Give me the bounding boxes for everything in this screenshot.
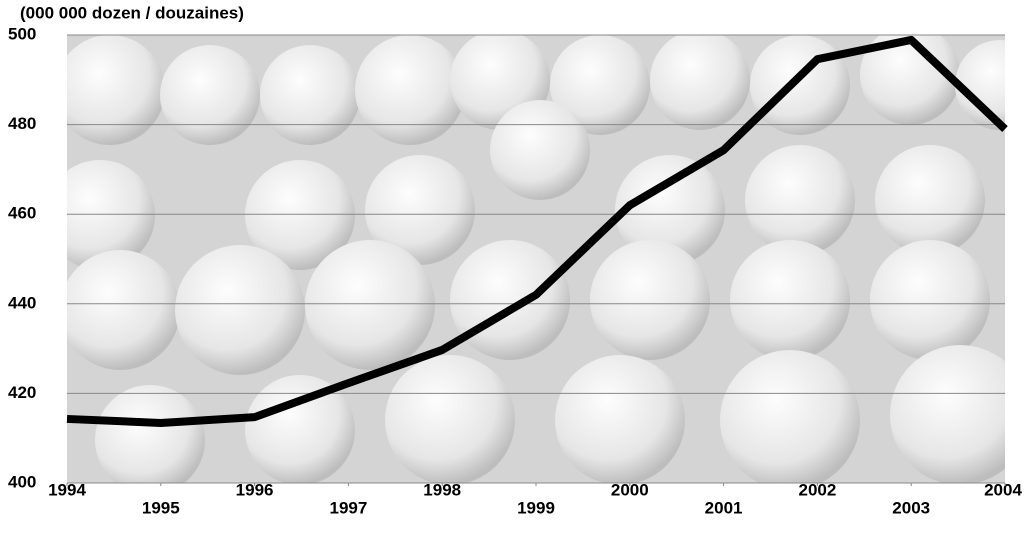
y-tick-label: 500: [8, 24, 36, 43]
y-tick-label: 480: [8, 114, 36, 133]
x-tick-label: 2001: [705, 498, 743, 517]
x-tick-label: 2004: [984, 480, 1022, 499]
chart-title: (000 000 dozen / douzaines): [20, 3, 244, 22]
y-tick-label: 440: [8, 293, 36, 312]
x-tick-label: 1999: [517, 498, 555, 517]
x-tick-label: 2003: [892, 498, 930, 517]
y-tick-label: 400: [8, 472, 36, 491]
x-tick-label: 1995: [142, 498, 180, 517]
x-tick-label: 1997: [329, 498, 367, 517]
y-tick-label: 460: [8, 204, 36, 223]
y-tick-label: 420: [8, 383, 36, 402]
chart: (000 000 dozen / douzaines) 400 420 440 460…: [0, 0, 1031, 547]
